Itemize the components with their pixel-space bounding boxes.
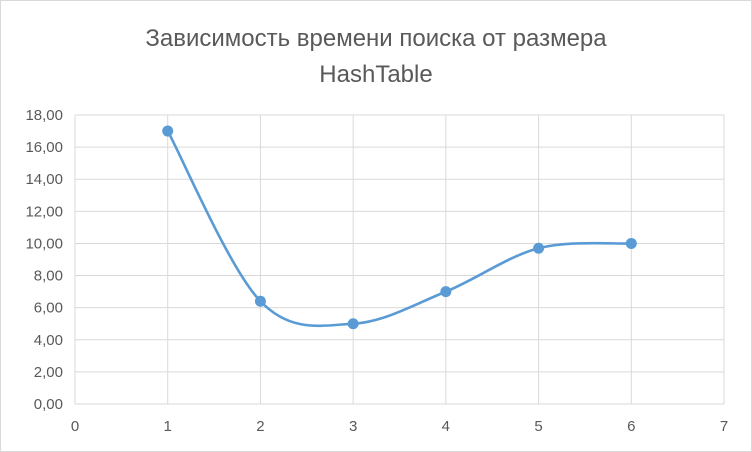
chart-title-line-2: HashTable [319, 61, 433, 88]
y-tick-label: 8,00 [34, 268, 63, 285]
x-tick-label: 0 [71, 418, 79, 435]
chart-title-line-1: Зависимость времени поиска от размера [145, 25, 607, 52]
y-tick-label: 14,00 [25, 171, 63, 188]
y-tick-label: 12,00 [25, 203, 63, 220]
x-tick-label: 2 [256, 418, 264, 435]
x-tick-label: 3 [349, 418, 357, 435]
x-tick-label: 7 [720, 418, 728, 435]
data-point [162, 125, 174, 137]
chart-title: Зависимость времени поиска от размера Ha… [1, 21, 751, 93]
data-point [533, 242, 545, 254]
y-tick-label: 10,00 [25, 235, 63, 252]
y-tick-label: 2,00 [34, 364, 63, 381]
x-tick-label: 5 [534, 418, 542, 435]
data-point [347, 318, 359, 330]
x-tick-label: 6 [627, 418, 635, 435]
data-point [254, 295, 266, 307]
y-tick-label: 16,00 [25, 139, 63, 156]
x-tick-label: 1 [164, 418, 172, 435]
series-line [166, 129, 633, 328]
y-tick-label: 6,00 [34, 300, 63, 317]
x-tick-label: 4 [442, 418, 450, 435]
y-tick-label: 18,00 [25, 107, 63, 124]
y-tick-label: 0,00 [34, 396, 63, 413]
data-point [625, 237, 637, 249]
data-point [440, 286, 452, 298]
y-tick-label: 4,00 [34, 332, 63, 349]
